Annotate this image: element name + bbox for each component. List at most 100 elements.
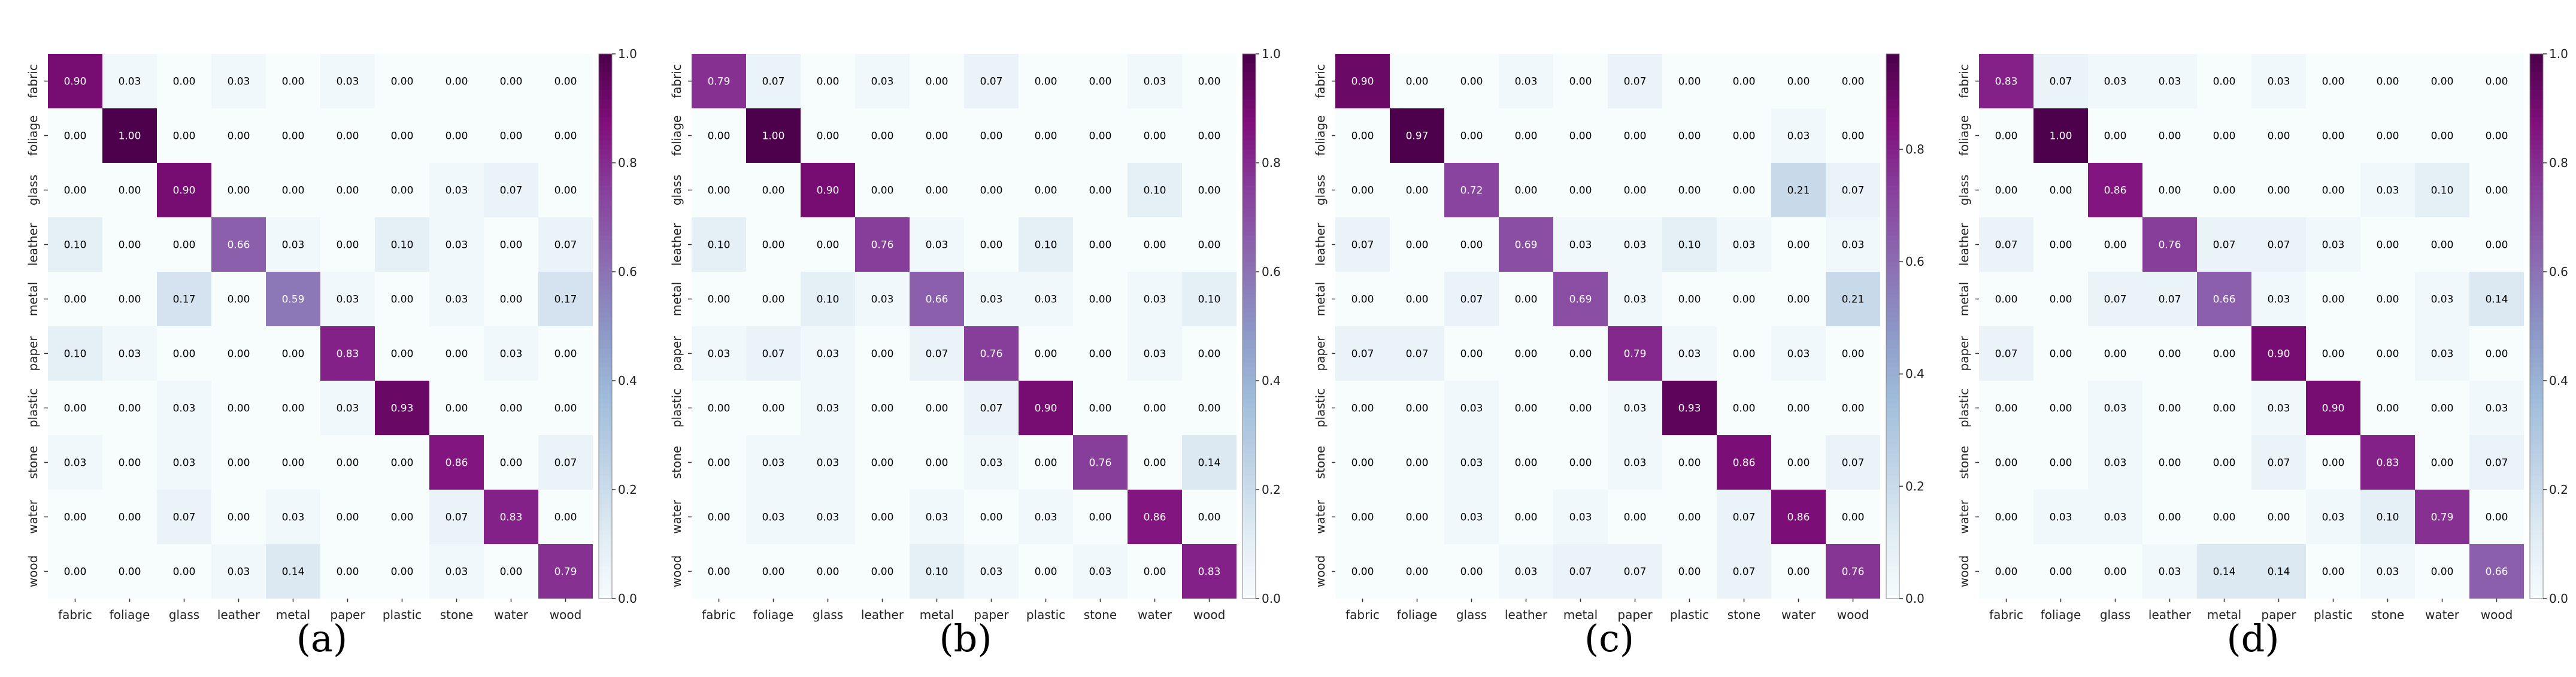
cell-value-label: 0.00 (64, 130, 87, 142)
colorbar-segment (1886, 113, 1899, 118)
colorbar-segment (599, 104, 612, 109)
heatmap-cell (910, 108, 964, 163)
colorbar-segment (599, 490, 612, 495)
heatmap-cell (375, 54, 429, 108)
colorbar-segment (2530, 290, 2543, 295)
colorbar-segment (1242, 244, 1256, 250)
heatmap-cell (1019, 490, 1073, 544)
heatmap-cell (1662, 54, 1717, 108)
x-tick-label: plastic (2314, 608, 2353, 622)
cell-value-label: 0.14 (1198, 457, 1221, 469)
colorbar-segment (1242, 571, 1256, 576)
colorbar-segment (1242, 385, 1256, 390)
cell-value-label: 0.83 (500, 512, 523, 524)
cell-value-label: 0.10 (64, 239, 87, 251)
colorbar-segment (599, 457, 612, 463)
colorbar-segment (599, 217, 612, 223)
cell-value-label: 0.00 (1144, 566, 1166, 578)
cell-value-label: 0.07 (1995, 348, 2018, 360)
heatmap-cell (2415, 163, 2469, 217)
cell-value-label: 0.00 (762, 185, 785, 197)
heatmap-cell (1771, 490, 1826, 544)
heatmap-cell (1771, 381, 1826, 435)
colorbar-segment (2530, 267, 2543, 272)
colorbar-segment (599, 330, 612, 336)
heatmap-cell (1335, 435, 1390, 490)
colorbar-segment (1242, 226, 1256, 232)
colorbar-segment (1886, 117, 1899, 123)
cell-value-label: 0.00 (1678, 130, 1701, 142)
colorbar-segment (599, 371, 612, 377)
x-tick-label: paper (1617, 608, 1653, 622)
heatmap-cell (2415, 217, 2469, 272)
x-tick-label: stone (2371, 608, 2404, 622)
colorbar-segment (1242, 58, 1256, 63)
heatmap-cell (266, 217, 320, 272)
colorbar-outline (2529, 53, 2544, 599)
cell-value-label: 0.00 (1351, 130, 1374, 142)
colorbar-segment (2530, 99, 2543, 105)
cell-value-label: 0.79 (708, 76, 731, 88)
heatmap-cell (2251, 381, 2306, 435)
cell-value-label: 0.00 (2486, 239, 2508, 251)
heatmap-cell (910, 163, 964, 217)
colorbar-segment (2530, 181, 2543, 186)
heatmap-cell (2360, 544, 2415, 599)
y-tick-label: plastic (1313, 388, 1328, 427)
cell-value-label: 0.03 (817, 457, 840, 469)
cell-value-label: 0.10 (817, 294, 840, 306)
heatmap-svg-c: 0.90 0.00 0.00 0.03 0.00 0.07 0.00 0.00 0.00 0.00… (1313, 53, 1925, 622)
cell-value-label: 0.00 (871, 185, 894, 197)
colorbar-segment (1242, 99, 1256, 105)
cell-value-label: 0.03 (2322, 512, 2345, 524)
y-tick-labels: fabric foliage glass leather metal paper plast… (26, 64, 48, 587)
heatmap-svg-a: 0.90 0.03 0.00 0.03 0.00 0.03 0.00 0.00 0.00 0.00… (26, 47, 637, 622)
x-tick-label: fabric (702, 608, 736, 622)
colorbar-segment (2530, 576, 2543, 581)
cell-value-label: 0.00 (173, 130, 196, 142)
heatmap-cell (1553, 381, 1608, 435)
heatmap-cell (1444, 490, 1499, 544)
cell-value-label: 0.00 (391, 185, 414, 197)
colorbar-segment (2530, 81, 2543, 86)
colorbar-segment (2530, 430, 2543, 436)
heatmap-cell (102, 381, 157, 435)
colorbar-segment (1242, 86, 1256, 91)
heatmap-cell (2306, 54, 2360, 108)
colorbar-tick-label: 0.0 (618, 591, 637, 606)
colorbar-segment (1242, 158, 1256, 163)
colorbar-tick-label: 0.4 (618, 374, 637, 388)
colorbar-segment (1886, 81, 1899, 86)
heatmap-cell (964, 326, 1019, 381)
x-tick-label: wood (550, 608, 582, 622)
heatmap-cell (48, 544, 102, 599)
heatmap-cell (801, 544, 855, 599)
y-tick-labels: fabric foliage glass leather metal paper plast… (669, 64, 692, 587)
heatmap-cell (2033, 272, 2088, 326)
colorbar-segment (1886, 221, 1899, 227)
colorbar-segment (599, 249, 612, 254)
cell-value-label: 0.07 (446, 512, 468, 524)
x-tick-label: plastic (383, 608, 422, 622)
cell-value-label: 0.66 (228, 239, 250, 251)
heatmap-cell (2306, 381, 2360, 435)
cell-value-label: 0.00 (708, 185, 731, 197)
colorbar-segment (2530, 167, 2543, 172)
y-tick-label: metal (1957, 282, 1971, 316)
heatmap-cell (964, 544, 1019, 599)
cell-value-label: 0.03 (2268, 294, 2290, 306)
cell-value-label: 0.00 (1515, 512, 1538, 524)
colorbar-segment (2530, 217, 2543, 223)
colorbar-segment (2530, 548, 2543, 554)
colorbar-segment (1886, 348, 1899, 354)
heatmap-cell (2033, 108, 2088, 163)
colorbar-segment (599, 494, 612, 499)
heatmap-cell (1128, 54, 1182, 108)
colorbar-segment (1886, 358, 1899, 363)
colorbar-segment (2530, 571, 2543, 576)
heatmap-cell (1073, 381, 1128, 435)
cell-value-label: 0.00 (1144, 457, 1166, 469)
colorbar-segment (1886, 99, 1899, 105)
cell-value-label: 0.00 (1089, 403, 1112, 415)
heatmap-cell (1826, 381, 1880, 435)
